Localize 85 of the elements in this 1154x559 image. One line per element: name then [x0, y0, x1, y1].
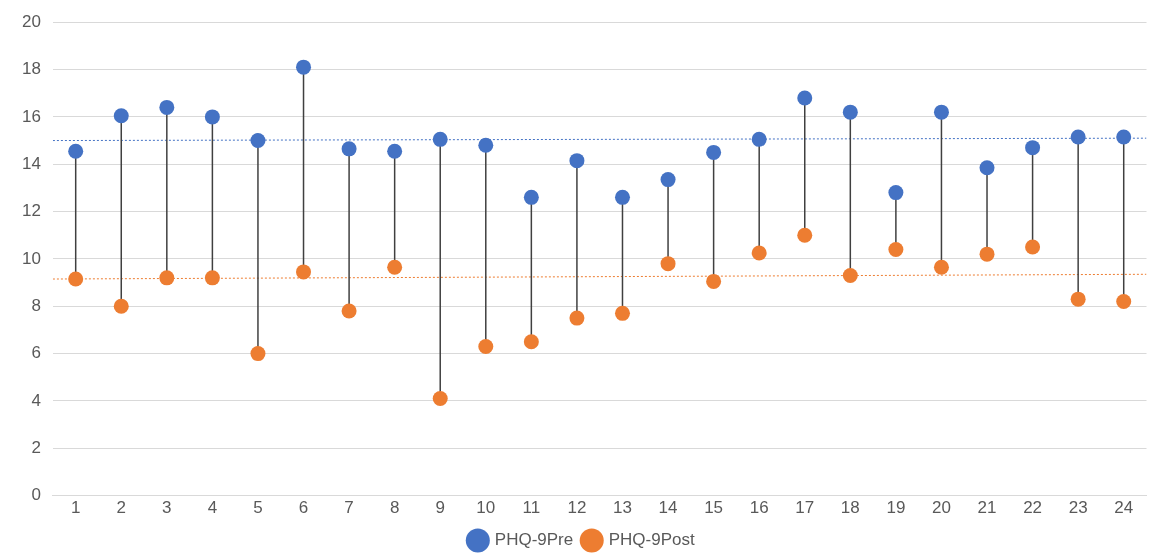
point [1070, 129, 1086, 145]
x-tick-label: 24 [1114, 498, 1134, 518]
x-tick-label: 8 [389, 498, 400, 518]
point [614, 305, 630, 321]
point [387, 259, 403, 275]
point [751, 245, 767, 261]
point [1025, 239, 1041, 255]
point [68, 143, 84, 159]
point [1070, 291, 1086, 307]
point [159, 270, 175, 286]
point [797, 90, 813, 106]
y-tick-label: 12 [21, 201, 41, 221]
point [797, 227, 813, 243]
y-tick-label: 6 [31, 343, 41, 363]
x-tick-label: 21 [977, 498, 997, 518]
y-tick-label: 18 [21, 59, 41, 79]
point [1025, 140, 1041, 156]
x-tick-label: 20 [931, 498, 951, 518]
x-tick-label: 6 [298, 498, 309, 518]
point [706, 144, 722, 160]
point [569, 310, 585, 326]
point [751, 131, 767, 147]
point [113, 298, 129, 314]
point [250, 133, 266, 149]
point [614, 189, 630, 205]
point [159, 99, 175, 115]
point [979, 160, 995, 176]
point [888, 241, 904, 257]
y-tick-label: 0 [31, 485, 41, 505]
x-tick-label: 5 [253, 498, 263, 518]
y-tick-label: 20 [21, 11, 41, 31]
x-tick-label: 4 [207, 498, 218, 518]
point [341, 303, 357, 319]
x-tick-label: 14 [658, 498, 678, 518]
point [523, 189, 539, 205]
x-tick-label: 13 [613, 498, 632, 518]
x-tick-label: 15 [704, 498, 724, 518]
y-tick-label: 2 [31, 437, 41, 457]
legend-label: PHQ-9Post [608, 530, 695, 550]
point [660, 256, 676, 272]
x-tick-label: 18 [840, 498, 860, 518]
x-tick-label: 1 [70, 498, 81, 518]
point [387, 143, 403, 159]
point [523, 334, 539, 350]
point [842, 267, 858, 283]
point [432, 391, 448, 407]
point [933, 259, 949, 275]
point [341, 141, 357, 157]
point [706, 273, 722, 289]
y-tick-label: 8 [31, 295, 41, 315]
x-tick-label: 23 [1068, 498, 1088, 518]
y-tick-label: 14 [21, 153, 41, 173]
point [933, 104, 949, 120]
x-tick-label: 17 [795, 498, 815, 518]
x-tick-label: 22 [1023, 498, 1043, 518]
point [979, 246, 995, 262]
x-tick-label: 12 [567, 498, 587, 518]
x-tick-label: 7 [344, 498, 354, 518]
point [1116, 294, 1132, 310]
point [113, 108, 129, 124]
point [888, 185, 904, 201]
x-tick-label: 10 [476, 498, 496, 518]
point [478, 338, 494, 354]
x-tick-label: 16 [749, 498, 769, 518]
y-tick-label: 10 [21, 248, 41, 268]
point [204, 270, 220, 286]
point [432, 131, 448, 147]
point [478, 137, 494, 153]
point [250, 346, 266, 362]
x-tick-label: 19 [886, 498, 906, 518]
x-tick-label: 3 [162, 498, 172, 518]
point [842, 104, 858, 120]
point [296, 59, 312, 75]
y-tick-label: 16 [21, 106, 41, 126]
point [204, 109, 220, 125]
point [68, 271, 84, 287]
point [569, 153, 585, 169]
x-tick-label: 9 [435, 498, 445, 518]
point [1116, 129, 1132, 145]
point [660, 172, 676, 188]
legend-label: PHQ-9Pre [494, 530, 574, 550]
x-tick-label: 11 [522, 498, 541, 518]
y-tick-label: 4 [31, 390, 41, 410]
x-tick-label: 2 [116, 498, 126, 518]
point [296, 264, 312, 280]
